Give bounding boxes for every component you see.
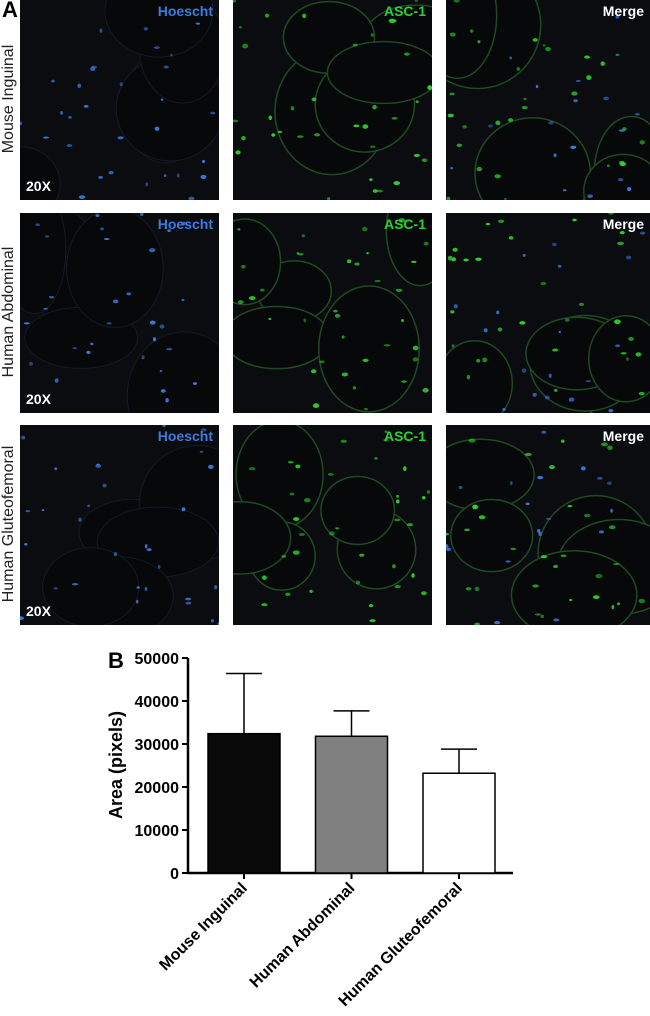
microscopy-texture	[233, 425, 431, 622]
microscopy-texture	[20, 213, 219, 413]
panel-b-letter: B	[108, 648, 124, 673]
x-tick-label: Mouse Inguinal	[156, 880, 250, 974]
hoescht-image: Hoescht 20X	[20, 213, 219, 413]
hoescht-image: Hoescht 20X	[20, 0, 219, 200]
x-tick-label: Human Abdominal	[247, 880, 359, 992]
asc1-image: ASC-1	[233, 213, 432, 413]
x-tick-label: Human Gluteofemoral	[336, 880, 466, 1010]
channel-label: ASC-1	[383, 3, 426, 19]
y-tick-label: 30000	[135, 737, 180, 754]
channel-label: ASC-1	[383, 428, 426, 444]
panel-a-letter: A	[2, 0, 18, 22]
bar	[207, 732, 281, 874]
magnification-label: 20X	[26, 178, 51, 194]
channel-label: Merge	[602, 428, 644, 444]
channel-label: Hoescht	[157, 428, 213, 444]
y-tick-label: 40000	[135, 694, 180, 711]
row-label: Human Abdominal	[0, 246, 17, 378]
merge-image: Merge	[446, 0, 650, 200]
bar	[422, 772, 496, 874]
merge-image: Merge	[446, 213, 650, 413]
row-label: Mouse Inguinal	[0, 44, 17, 154]
channel-label: Hoescht	[157, 3, 213, 19]
merge-image: Merge	[446, 425, 650, 625]
y-axis-label: Area (pixels)	[106, 711, 126, 819]
microscopy-texture	[446, 213, 650, 413]
microscopy-texture	[233, 213, 432, 413]
microscopy-texture	[446, 430, 650, 625]
bar-chart: Area (pixels) 0 10000 20000 30000 40000 50000…	[106, 651, 513, 1010]
y-tick-label: 10000	[135, 823, 180, 840]
microscopy-texture	[20, 0, 219, 200]
y-tick-label: 50000	[135, 651, 180, 668]
magnification-label: 20X	[26, 391, 51, 407]
magnification-label: 20X	[26, 603, 51, 619]
y-tick-label: 20000	[135, 780, 180, 797]
microscopy-texture	[20, 425, 219, 625]
channel-label: ASC-1	[383, 216, 426, 232]
channel-label: Merge	[602, 216, 644, 232]
channel-label: Merge	[602, 3, 644, 19]
microscopy-texture	[446, 0, 650, 200]
y-tick-label: 0	[170, 866, 179, 883]
asc1-image: ASC-1	[233, 425, 432, 625]
bar	[314, 735, 389, 874]
asc1-image: ASC-1	[233, 0, 432, 200]
channel-label: Hoescht	[157, 216, 213, 232]
hoescht-image: Hoescht 20X	[20, 425, 219, 625]
row-label: Human Gluteofemoral	[0, 445, 17, 603]
microscopy-texture	[233, 0, 432, 200]
